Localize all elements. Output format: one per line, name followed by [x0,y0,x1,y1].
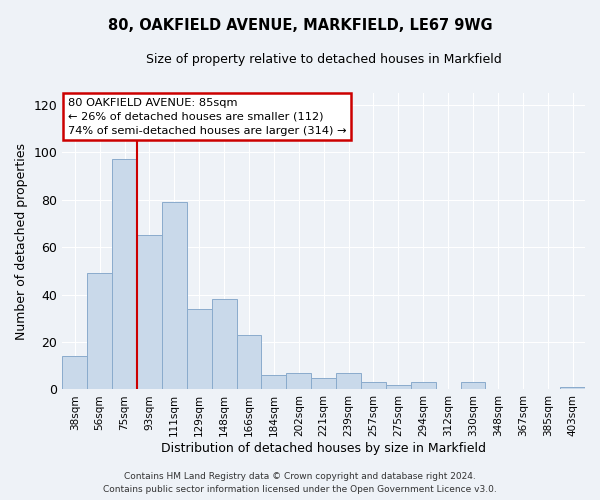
X-axis label: Distribution of detached houses by size in Markfield: Distribution of detached houses by size … [161,442,486,455]
Bar [336,373,361,390]
Title: Size of property relative to detached houses in Markfield: Size of property relative to detached ho… [146,52,502,66]
Bar [212,300,236,390]
Bar [286,373,311,390]
Bar [560,387,585,390]
Bar [361,382,386,390]
Text: 80 OAKFIELD AVENUE: 85sqm
← 26% of detached houses are smaller (112)
74% of semi: 80 OAKFIELD AVENUE: 85sqm ← 26% of detac… [68,98,346,136]
Bar [236,335,262,390]
Text: Contains HM Land Registry data © Crown copyright and database right 2024.
Contai: Contains HM Land Registry data © Crown c… [103,472,497,494]
Bar [386,384,411,390]
Bar [461,382,485,390]
Bar [62,356,87,390]
Bar [137,236,162,390]
Bar [411,382,436,390]
Bar [311,378,336,390]
Bar [112,160,137,390]
Bar [87,274,112,390]
Text: 80, OAKFIELD AVENUE, MARKFIELD, LE67 9WG: 80, OAKFIELD AVENUE, MARKFIELD, LE67 9WG [107,18,493,32]
Bar [262,375,286,390]
Bar [187,309,212,390]
Y-axis label: Number of detached properties: Number of detached properties [15,143,28,340]
Bar [162,202,187,390]
